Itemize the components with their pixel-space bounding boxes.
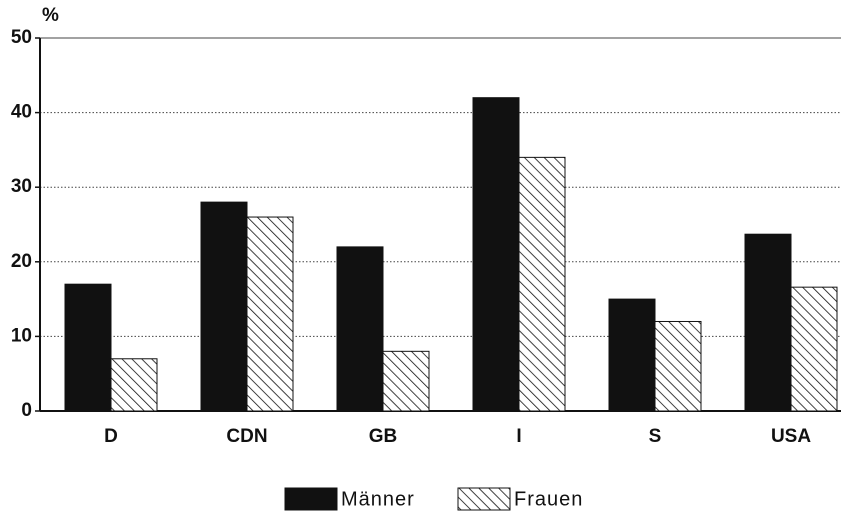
legend-label: Männer <box>341 488 415 510</box>
legend-swatch <box>457 487 511 511</box>
y-tick-label: 50 <box>11 27 32 48</box>
bar <box>790 286 838 412</box>
bar <box>246 216 294 412</box>
bar <box>472 97 520 412</box>
bar <box>608 298 656 412</box>
bar <box>336 246 384 412</box>
x-tick-label: D <box>104 426 118 447</box>
bar <box>518 156 566 412</box>
x-tick-label: USA <box>771 426 811 447</box>
legend-label: Frauen <box>514 488 583 510</box>
y-axis-label: % <box>42 5 59 26</box>
y-tick-label: 0 <box>21 400 32 421</box>
bar <box>64 283 112 412</box>
bar <box>654 320 702 412</box>
legend-swatch <box>284 487 338 511</box>
x-tick-label: CDN <box>226 426 267 447</box>
y-tick-label: 10 <box>11 325 32 346</box>
x-tick-label: S <box>649 426 662 447</box>
bar <box>744 233 792 412</box>
x-tick-label: I <box>516 426 521 447</box>
y-tick-label: 30 <box>11 176 32 197</box>
bar <box>110 358 158 412</box>
bar <box>200 201 248 412</box>
y-tick-label: 20 <box>11 251 32 272</box>
x-tick-label: GB <box>369 426 398 447</box>
y-tick-label: 40 <box>11 102 32 123</box>
bar <box>382 350 430 412</box>
